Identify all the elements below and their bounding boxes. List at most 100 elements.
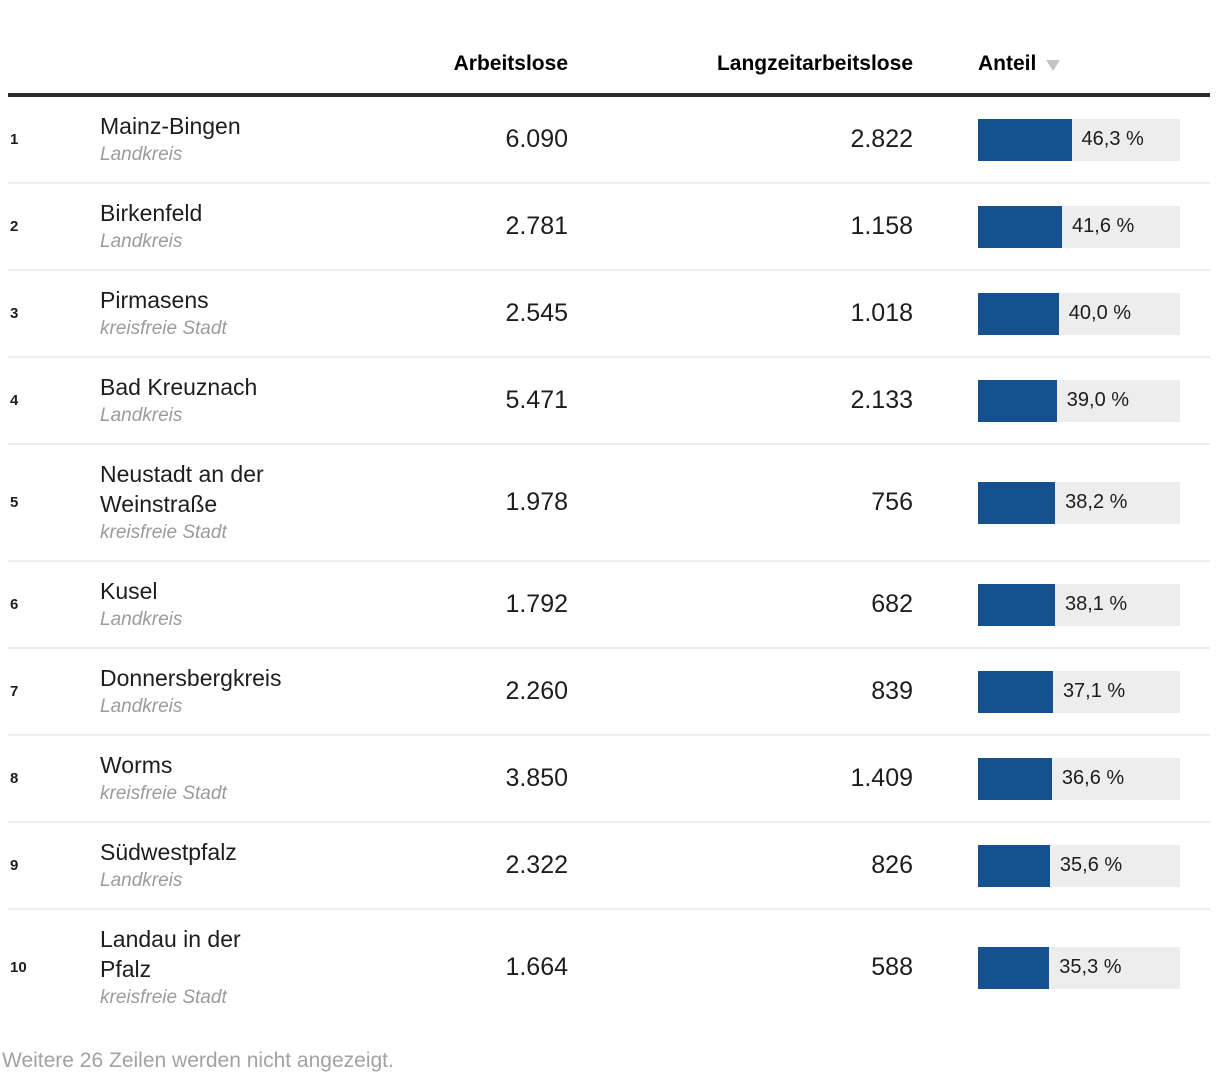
district-cell: Neustadt an der Weinstraße kreisfreie St… [100, 459, 370, 546]
district-type: kreisfreie Stadt [100, 987, 227, 1008]
row-rank: 1 [10, 131, 19, 148]
district-name: Kusel [100, 578, 158, 604]
anteil-cell: 46,3 % [913, 118, 1210, 161]
district-type: Landkreis [100, 231, 183, 252]
langzeitarbeitslose-value: 826 [871, 851, 913, 879]
anteil-cell: 38,2 % [913, 481, 1210, 524]
anteil-cell: 35,6 % [913, 844, 1210, 887]
anteil-bar-track: 35,6 % [978, 844, 1180, 887]
district-name: Neustadt an der Weinstraße [100, 461, 264, 517]
district-cell: Mainz-Bingen Landkreis [100, 111, 370, 168]
anteil-label: 39,0 % [1066, 389, 1130, 411]
table-row: 7 Donnersbergkreis Landkreis 2.260 839 3… [8, 649, 1210, 736]
anteil-cell: 41,6 % [913, 205, 1210, 248]
row-rank: 6 [10, 596, 19, 613]
anteil-bar-track: 46,3 % [978, 118, 1180, 161]
row-rank: 2 [10, 218, 19, 235]
anteil-bar-track: 38,2 % [978, 481, 1180, 524]
langzeitarbeitslose-value: 2.133 [850, 386, 913, 414]
anteil-cell: 35,3 % [913, 946, 1210, 989]
langzeitarbeitslose-value: 2.822 [850, 125, 913, 153]
district-type: kreisfreie Stadt [100, 318, 227, 339]
district-name: Birkenfeld [100, 200, 203, 226]
arbeitslose-value: 3.850 [505, 764, 568, 792]
table-row: 9 Südwestpfalz Landkreis 2.322 826 35,6 … [8, 823, 1210, 910]
arbeitslose-value: 6.090 [505, 125, 568, 153]
langzeitarbeitslose-value: 1.018 [850, 299, 913, 327]
sort-desc-icon [1046, 60, 1061, 71]
district-type: Landkreis [100, 609, 183, 630]
district-cell: Donnersbergkreis Landkreis [100, 663, 370, 720]
arbeitslose-value: 1.978 [505, 488, 568, 516]
row-rank: 9 [10, 857, 19, 874]
district-cell: Worms kreisfreie Stadt [100, 750, 370, 807]
table-row: 10 Landau in der Pfalz kreisfreie Stadt … [8, 910, 1210, 1025]
district-type: Landkreis [100, 696, 183, 717]
district-name: Worms [100, 752, 173, 778]
district-cell: Kusel Landkreis [100, 576, 370, 633]
table-row: 1 Mainz-Bingen Landkreis 6.090 2.822 46,… [8, 97, 1210, 184]
anteil-cell: 38,1 % [913, 583, 1210, 626]
arbeitslose-value: 1.792 [505, 590, 568, 618]
langzeitarbeitslose-value: 1.409 [850, 764, 913, 792]
langzeitarbeitslose-value: 588 [871, 953, 913, 981]
anteil-bar-track: 40,0 % [978, 292, 1180, 335]
anteil-bar-track: 38,1 % [978, 583, 1180, 626]
ranking-table: Arbeitslose Langzeitarbeitslose Anteil 1… [8, 0, 1210, 1025]
district-name: Bad Kreuznach [100, 374, 258, 400]
row-rank: 4 [10, 392, 19, 409]
row-rank: 10 [10, 959, 27, 976]
anteil-cell: 39,0 % [913, 379, 1210, 422]
anteil-bar [978, 379, 1057, 422]
row-rank: 7 [10, 683, 19, 700]
district-name: Mainz-Bingen [100, 113, 241, 139]
anteil-label: 37,1 % [1062, 680, 1126, 702]
row-rank: 5 [10, 494, 19, 511]
anteil-label: 38,1 % [1064, 593, 1128, 615]
district-type: kreisfreie Stadt [100, 783, 227, 804]
arbeitslose-value: 2.781 [505, 212, 568, 240]
anteil-cell: 36,6 % [913, 757, 1210, 800]
arbeitslose-value: 2.545 [505, 299, 568, 327]
anteil-label: 40,0 % [1068, 302, 1132, 324]
column-header-arbeitslose[interactable]: Arbeitslose [453, 52, 568, 75]
anteil-bar-track: 39,0 % [978, 379, 1180, 422]
district-name: Südwestpfalz [100, 839, 237, 865]
anteil-bar-track: 41,6 % [978, 205, 1180, 248]
district-cell: Südwestpfalz Landkreis [100, 837, 370, 894]
table-row: 4 Bad Kreuznach Landkreis 5.471 2.133 39… [8, 358, 1210, 445]
anteil-label: 38,2 % [1065, 491, 1128, 513]
district-type: Landkreis [100, 405, 183, 426]
anteil-bar-track: 35,3 % [978, 946, 1180, 989]
arbeitslose-value: 2.322 [505, 851, 568, 879]
table-header-row: Arbeitslose Langzeitarbeitslose Anteil [8, 0, 1210, 97]
row-rank: 3 [10, 305, 19, 322]
anteil-label: 46,3 % [1081, 128, 1144, 150]
table-row: 3 Pirmasens kreisfreie Stadt 2.545 1.018… [8, 271, 1210, 358]
arbeitslose-value: 5.471 [505, 386, 568, 414]
anteil-bar [978, 292, 1059, 335]
table-row: 6 Kusel Landkreis 1.792 682 38,1 % [8, 562, 1210, 649]
column-header-langzeitarbeitslose[interactable]: Langzeitarbeitslose [716, 52, 913, 75]
district-name: Donnersbergkreis [100, 665, 282, 691]
langzeitarbeitslose-value: 682 [871, 590, 913, 618]
district-cell: Birkenfeld Landkreis [100, 198, 370, 255]
column-header-anteil[interactable]: Anteil [913, 52, 1210, 76]
district-cell: Pirmasens kreisfreie Stadt [100, 285, 370, 342]
langzeitarbeitslose-value: 839 [871, 677, 913, 705]
district-cell: Landau in der Pfalz kreisfreie Stadt [100, 924, 370, 1011]
table-row: 8 Worms kreisfreie Stadt 3.850 1.409 36,… [8, 736, 1210, 823]
district-type: Landkreis [100, 144, 183, 165]
anteil-bar [978, 481, 1056, 524]
anteil-label: 41,6 % [1072, 215, 1135, 237]
arbeitslose-value: 1.664 [505, 953, 568, 981]
arbeitslose-value: 2.260 [505, 677, 568, 705]
langzeitarbeitslose-value: 756 [871, 488, 913, 516]
anteil-bar [978, 118, 1072, 161]
anteil-bar [978, 205, 1063, 248]
anteil-bar-track: 37,1 % [978, 670, 1180, 713]
anteil-bar [978, 844, 1050, 887]
anteil-bar [978, 757, 1052, 800]
district-name: Pirmasens [100, 287, 209, 313]
anteil-label: 35,6 % [1059, 854, 1123, 876]
